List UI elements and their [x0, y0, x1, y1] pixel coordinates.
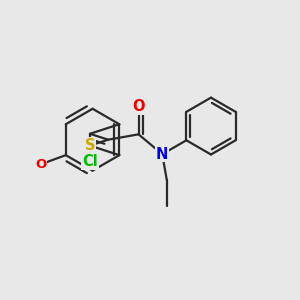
Text: N: N — [156, 147, 168, 162]
Text: Cl: Cl — [82, 154, 98, 169]
Text: S: S — [85, 138, 95, 153]
Text: O: O — [132, 99, 145, 114]
Text: O: O — [35, 158, 47, 171]
